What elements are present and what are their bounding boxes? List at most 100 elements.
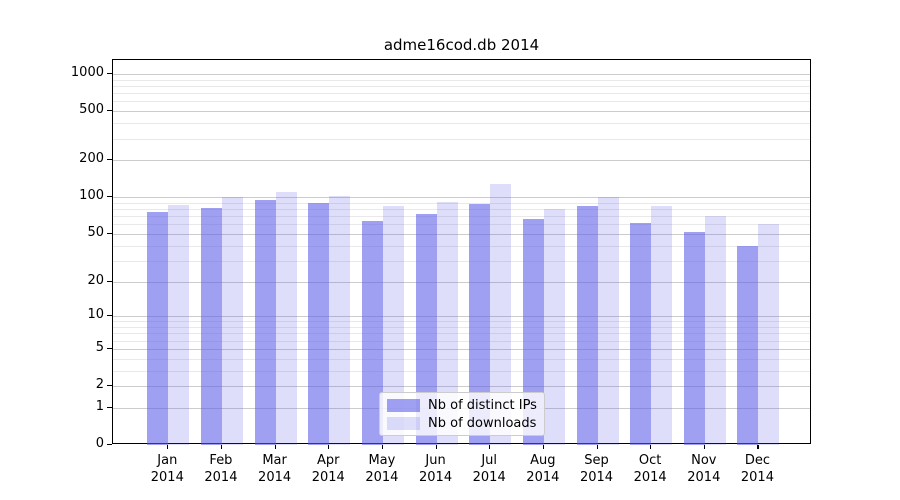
x-tick-label: Dec 2014 bbox=[725, 452, 789, 486]
plot-area: Nb of distinct IPs Nb of downloads bbox=[112, 59, 811, 445]
bar-downloads-jul bbox=[490, 184, 512, 445]
bar-downloads-oct bbox=[651, 206, 673, 445]
bar-downloads-nov bbox=[704, 216, 726, 445]
minor-gridline bbox=[113, 340, 810, 342]
minor-gridline bbox=[113, 321, 810, 323]
major-gridline bbox=[113, 281, 810, 283]
x-tick-mark bbox=[328, 445, 330, 449]
x-tick-label: Jan 2014 bbox=[135, 452, 199, 486]
x-tick-month: Aug bbox=[530, 453, 556, 468]
bar-downloads-dec bbox=[758, 224, 780, 445]
x-tick-mark bbox=[220, 445, 223, 449]
legend: Nb of distinct IPs Nb of downloads bbox=[379, 392, 545, 436]
x-tick-label: Oct 2014 bbox=[618, 452, 682, 486]
bar-downloads-jan bbox=[168, 205, 190, 445]
minor-gridline bbox=[113, 216, 810, 218]
x-tick-mark bbox=[167, 445, 169, 449]
bar-distinct-ips-feb bbox=[200, 208, 222, 445]
minor-gridline bbox=[113, 79, 810, 81]
minor-gridline bbox=[113, 370, 810, 372]
y-tick-mark bbox=[107, 159, 112, 161]
legend-swatch-downloads bbox=[387, 416, 420, 430]
x-tick-year: 2014 bbox=[365, 470, 399, 485]
y-tick-mark bbox=[107, 347, 112, 349]
x-tick-mark bbox=[757, 445, 759, 449]
x-tick-mark bbox=[489, 445, 491, 449]
major-gridline bbox=[113, 348, 810, 350]
x-tick-year: 2014 bbox=[150, 470, 184, 485]
legend-item-distinct-ips: Nb of distinct IPs bbox=[387, 398, 537, 413]
x-tick-month: Oct bbox=[638, 453, 662, 468]
bar-downloads-jun bbox=[436, 201, 458, 445]
x-tick-label: Nov 2014 bbox=[672, 452, 736, 486]
y-tick-mark bbox=[107, 315, 112, 317]
x-tick-year: 2014 bbox=[633, 470, 667, 485]
bar-distinct-ips-oct bbox=[630, 222, 652, 445]
x-tick-month: Jul bbox=[481, 453, 498, 468]
y-tick-mark bbox=[107, 444, 112, 446]
y-tick-label: 100 bbox=[79, 188, 104, 204]
major-gridline bbox=[113, 386, 810, 388]
y-tick-mark bbox=[107, 110, 112, 112]
bar-distinct-ips-jan bbox=[147, 212, 169, 445]
y-tick-label: 1 bbox=[95, 398, 104, 414]
x-tick-month: Jan bbox=[157, 453, 178, 468]
y-tick-label: 10 bbox=[87, 307, 104, 323]
x-tick-year: 2014 bbox=[472, 470, 506, 485]
minor-gridline bbox=[113, 123, 810, 125]
minor-gridline bbox=[113, 93, 810, 95]
bar-downloads-mar bbox=[275, 192, 297, 445]
x-tick-month: Sep bbox=[584, 453, 609, 468]
minor-gridline bbox=[113, 209, 810, 211]
x-tick-month: May bbox=[368, 453, 396, 468]
y-tick-mark bbox=[107, 385, 112, 387]
bar-downloads-aug bbox=[543, 209, 565, 445]
x-tick-mark bbox=[703, 445, 705, 449]
major-gridline bbox=[113, 197, 810, 199]
minor-gridline bbox=[113, 101, 810, 103]
minor-gridline bbox=[113, 224, 810, 226]
major-gridline bbox=[113, 111, 810, 113]
x-tick-mark bbox=[435, 445, 437, 449]
x-tick-label: Sep 2014 bbox=[565, 452, 629, 486]
x-tick-year: 2014 bbox=[687, 470, 721, 485]
y-tick-label: 50 bbox=[87, 224, 104, 240]
y-tick-mark bbox=[107, 73, 112, 75]
minor-gridline bbox=[113, 260, 810, 262]
minor-gridline bbox=[113, 86, 810, 88]
minor-gridline bbox=[113, 327, 810, 329]
y-tick-label: 500 bbox=[79, 102, 104, 118]
bar-downloads-may bbox=[382, 206, 404, 445]
x-tick-label: Aug 2014 bbox=[511, 452, 575, 486]
y-tick-label: 1000 bbox=[70, 65, 104, 81]
major-gridline bbox=[113, 316, 810, 318]
bar-distinct-ips-dec bbox=[737, 245, 759, 445]
y-tick-label: 20 bbox=[87, 272, 104, 288]
y-tick-label: 2 bbox=[95, 377, 104, 393]
chart-title: adme16cod.db 2014 bbox=[383, 36, 540, 54]
x-tick-month: Dec bbox=[744, 453, 771, 468]
x-tick-label: Mar 2014 bbox=[243, 452, 307, 486]
x-tick-month: Mar bbox=[262, 453, 287, 468]
x-tick-month: Feb bbox=[209, 453, 233, 468]
x-tick-mark bbox=[274, 445, 276, 449]
minor-gridline bbox=[113, 202, 810, 204]
x-tick-mark bbox=[596, 445, 598, 449]
x-tick-label: May 2014 bbox=[350, 452, 414, 486]
x-tick-year: 2014 bbox=[579, 470, 614, 485]
x-tick-label: Jul 2014 bbox=[457, 452, 521, 486]
x-tick-label: Feb 2014 bbox=[189, 452, 253, 486]
y-tick-mark bbox=[107, 232, 112, 235]
y-tick-label: 5 bbox=[95, 339, 104, 355]
x-tick-label: Apr 2014 bbox=[296, 452, 360, 486]
major-gridline bbox=[113, 74, 810, 76]
x-tick-year: 2014 bbox=[526, 470, 560, 485]
y-tick-mark bbox=[107, 406, 112, 408]
minor-gridline bbox=[113, 245, 810, 247]
y-tick-mark bbox=[107, 196, 112, 198]
bar-distinct-ips-aug bbox=[522, 219, 544, 445]
x-tick-year: 2014 bbox=[204, 470, 238, 485]
bar-distinct-ips-apr bbox=[308, 202, 330, 445]
bar-downloads-sep bbox=[597, 196, 619, 445]
